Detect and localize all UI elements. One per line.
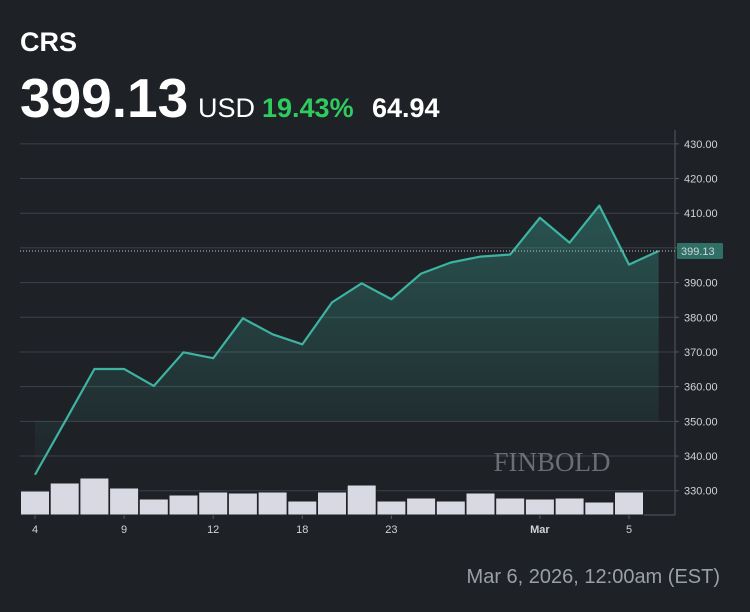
change-percent: 19.43% <box>262 93 354 123</box>
volume-bar <box>20 490 50 516</box>
price-line <box>34 204 660 476</box>
last-price-box <box>677 242 723 259</box>
y-tick-label: 370.00 <box>684 347 718 359</box>
y-tick-label: 360.00 <box>684 382 718 394</box>
y-tick-label: 340.00 <box>684 451 718 463</box>
volume-bar <box>524 498 555 516</box>
y-tick-label: 430.00 <box>684 139 718 151</box>
volume-bar <box>584 501 615 516</box>
currency: USD <box>198 93 255 123</box>
y-tick-label: 330.00 <box>684 486 718 498</box>
y-tick-label: 390.00 <box>684 278 718 290</box>
volume-bar <box>198 491 229 516</box>
volume-bar <box>138 498 169 516</box>
x-tick-label: 18 <box>296 524 308 536</box>
volume-bar <box>79 477 110 516</box>
x-tick-label: 23 <box>385 524 397 536</box>
timestamp: Mar 6, 2026, 12:00am (EST) <box>467 566 720 588</box>
x-tick-label: 4 <box>32 524 38 536</box>
volume-bar <box>257 491 288 516</box>
last-price-label: 399.13 <box>681 246 715 258</box>
volume-bar <box>554 497 585 516</box>
y-tick-label: 420.00 <box>684 174 718 186</box>
volume-bar <box>614 491 644 516</box>
ticker: CRS <box>20 27 77 57</box>
volume-bar <box>287 500 318 516</box>
volume-bar <box>465 492 496 516</box>
volume-bar <box>168 494 199 516</box>
volume-bar <box>317 491 347 516</box>
x-tick-label: 12 <box>207 524 219 536</box>
volume-bar <box>49 482 80 516</box>
change: 64.94 <box>372 93 440 123</box>
price: 399.13 <box>20 67 188 129</box>
watermark: FINBOLD <box>493 447 610 477</box>
volume-bar <box>406 497 437 516</box>
volume-bar <box>227 492 258 516</box>
area <box>35 205 659 475</box>
volume-bar <box>346 484 377 516</box>
x-tick-label: Mar <box>530 524 550 536</box>
x-tick-label: 5 <box>626 524 632 536</box>
x-tick-label: 9 <box>121 524 127 536</box>
y-tick-label: 350.00 <box>684 416 718 428</box>
y-tick-label: 410.00 <box>684 208 718 220</box>
volume-bar <box>495 497 526 516</box>
volume-bar <box>376 500 407 516</box>
volume-bar <box>109 487 140 516</box>
volume-bar <box>435 500 466 516</box>
y-tick-label: 380.00 <box>684 312 718 324</box>
